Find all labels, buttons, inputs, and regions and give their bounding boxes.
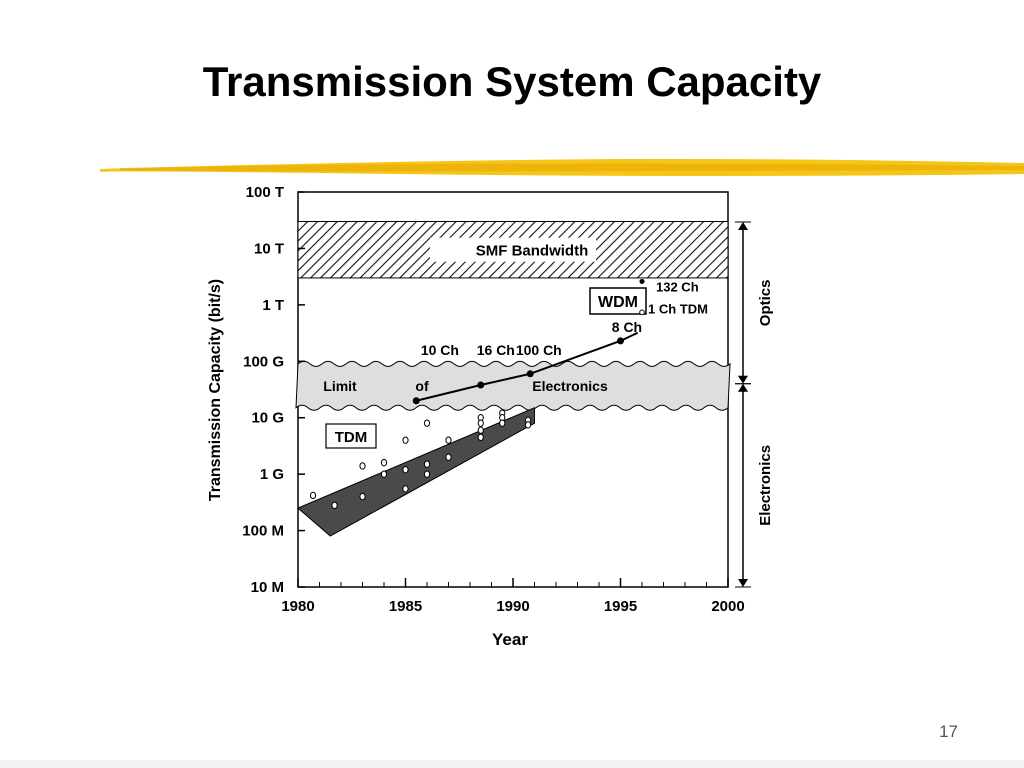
bracket-arrow-up (738, 222, 748, 230)
wdm-point (477, 381, 485, 389)
tdm-point (524, 421, 532, 429)
capacity-chart: SMF Bandwidth Limit of Electronics TDM 10 M 1… (207, 184, 774, 649)
side-bracket-optics: Optics (735, 221, 774, 385)
title-underline-decoration (100, 159, 1024, 176)
wdm-annotation: 8 Ch (612, 319, 642, 335)
tdm-point (423, 460, 431, 468)
tdm-point (477, 426, 484, 434)
tdm-region (297, 407, 535, 537)
x-tick-label: 1980 (281, 598, 314, 615)
bracket-arrow-up (738, 383, 748, 392)
tdm-point (380, 470, 388, 478)
limit-of-electronics-region (295, 360, 731, 411)
tdm-point (445, 453, 452, 461)
limit-of-electronics-label-1: Limit (323, 378, 357, 394)
limit-of-electronics-label-2: of (415, 378, 429, 394)
y-tick-label: 10 T (254, 240, 284, 257)
y-tick-label: 10 G (251, 410, 284, 427)
page-number: 17 (939, 722, 958, 741)
wdm-annotation: 16 Ch (477, 342, 515, 358)
x-tick-label: 1995 (604, 598, 637, 615)
y-tick-label: 1 G (260, 466, 284, 483)
tdm-point (402, 485, 409, 493)
y-tick-label: 100 T (246, 184, 284, 201)
wdm-annotation: 10 Ch (421, 342, 459, 358)
annotation-132ch: 132 Ch (656, 279, 699, 294)
tdm-point (359, 492, 366, 501)
y-tick-label: 1 T (262, 297, 284, 314)
tdm-point (499, 419, 506, 427)
limit-of-electronics-label-3: Electronics (532, 378, 608, 394)
smf-bandwidth-label: SMF Bandwidth (476, 243, 589, 260)
tdm-point (309, 491, 317, 500)
tdm-point (331, 501, 338, 510)
tdm-point (402, 465, 409, 474)
tdm-point (380, 458, 388, 467)
bracket-label: Optics (757, 280, 774, 327)
x-tick-label: 2000 (711, 598, 744, 615)
footer-band (0, 760, 1024, 768)
x-tick-label: 1985 (389, 598, 422, 615)
wdm-annotation: 100 Ch (516, 342, 562, 358)
wdm-label-box (589, 287, 647, 315)
smf-label-backdrop (430, 237, 596, 262)
x-tick-label: 1990 (496, 598, 529, 615)
tdm-point (445, 436, 452, 444)
y-axis-label: Transmission Capacity (bit/s) (207, 279, 224, 501)
tdm-point (402, 436, 409, 444)
bracket-label: Electronics (757, 445, 774, 526)
tdm-point (477, 433, 484, 441)
bracket-arrow-down (738, 579, 748, 587)
y-tick-label: 100 M (242, 523, 284, 540)
slide-title: Transmission System Capacity (202, 58, 822, 105)
wdm-point (526, 370, 534, 378)
tdm-point (423, 470, 431, 478)
y-tick-label: 100 G (243, 353, 284, 370)
tdm-point (359, 462, 366, 470)
tdm-label-box (325, 423, 377, 449)
point-132ch (639, 278, 645, 284)
wdm-label: WDM (598, 294, 638, 311)
y-tick-label: 10 M (251, 579, 284, 596)
tdm-point (423, 419, 431, 427)
wdm-point (412, 397, 420, 405)
side-bracket-electronics: Electronics (735, 383, 774, 588)
wdm-point (617, 337, 624, 345)
bracket-arrow-down (738, 375, 748, 384)
x-axis-label: Year (492, 630, 528, 649)
tdm-point (477, 419, 484, 427)
annotation-1ch-tdm: 1 Ch TDM (648, 301, 708, 316)
tdm-label: TDM (335, 429, 368, 446)
point-1ch-tdm (639, 309, 645, 316)
